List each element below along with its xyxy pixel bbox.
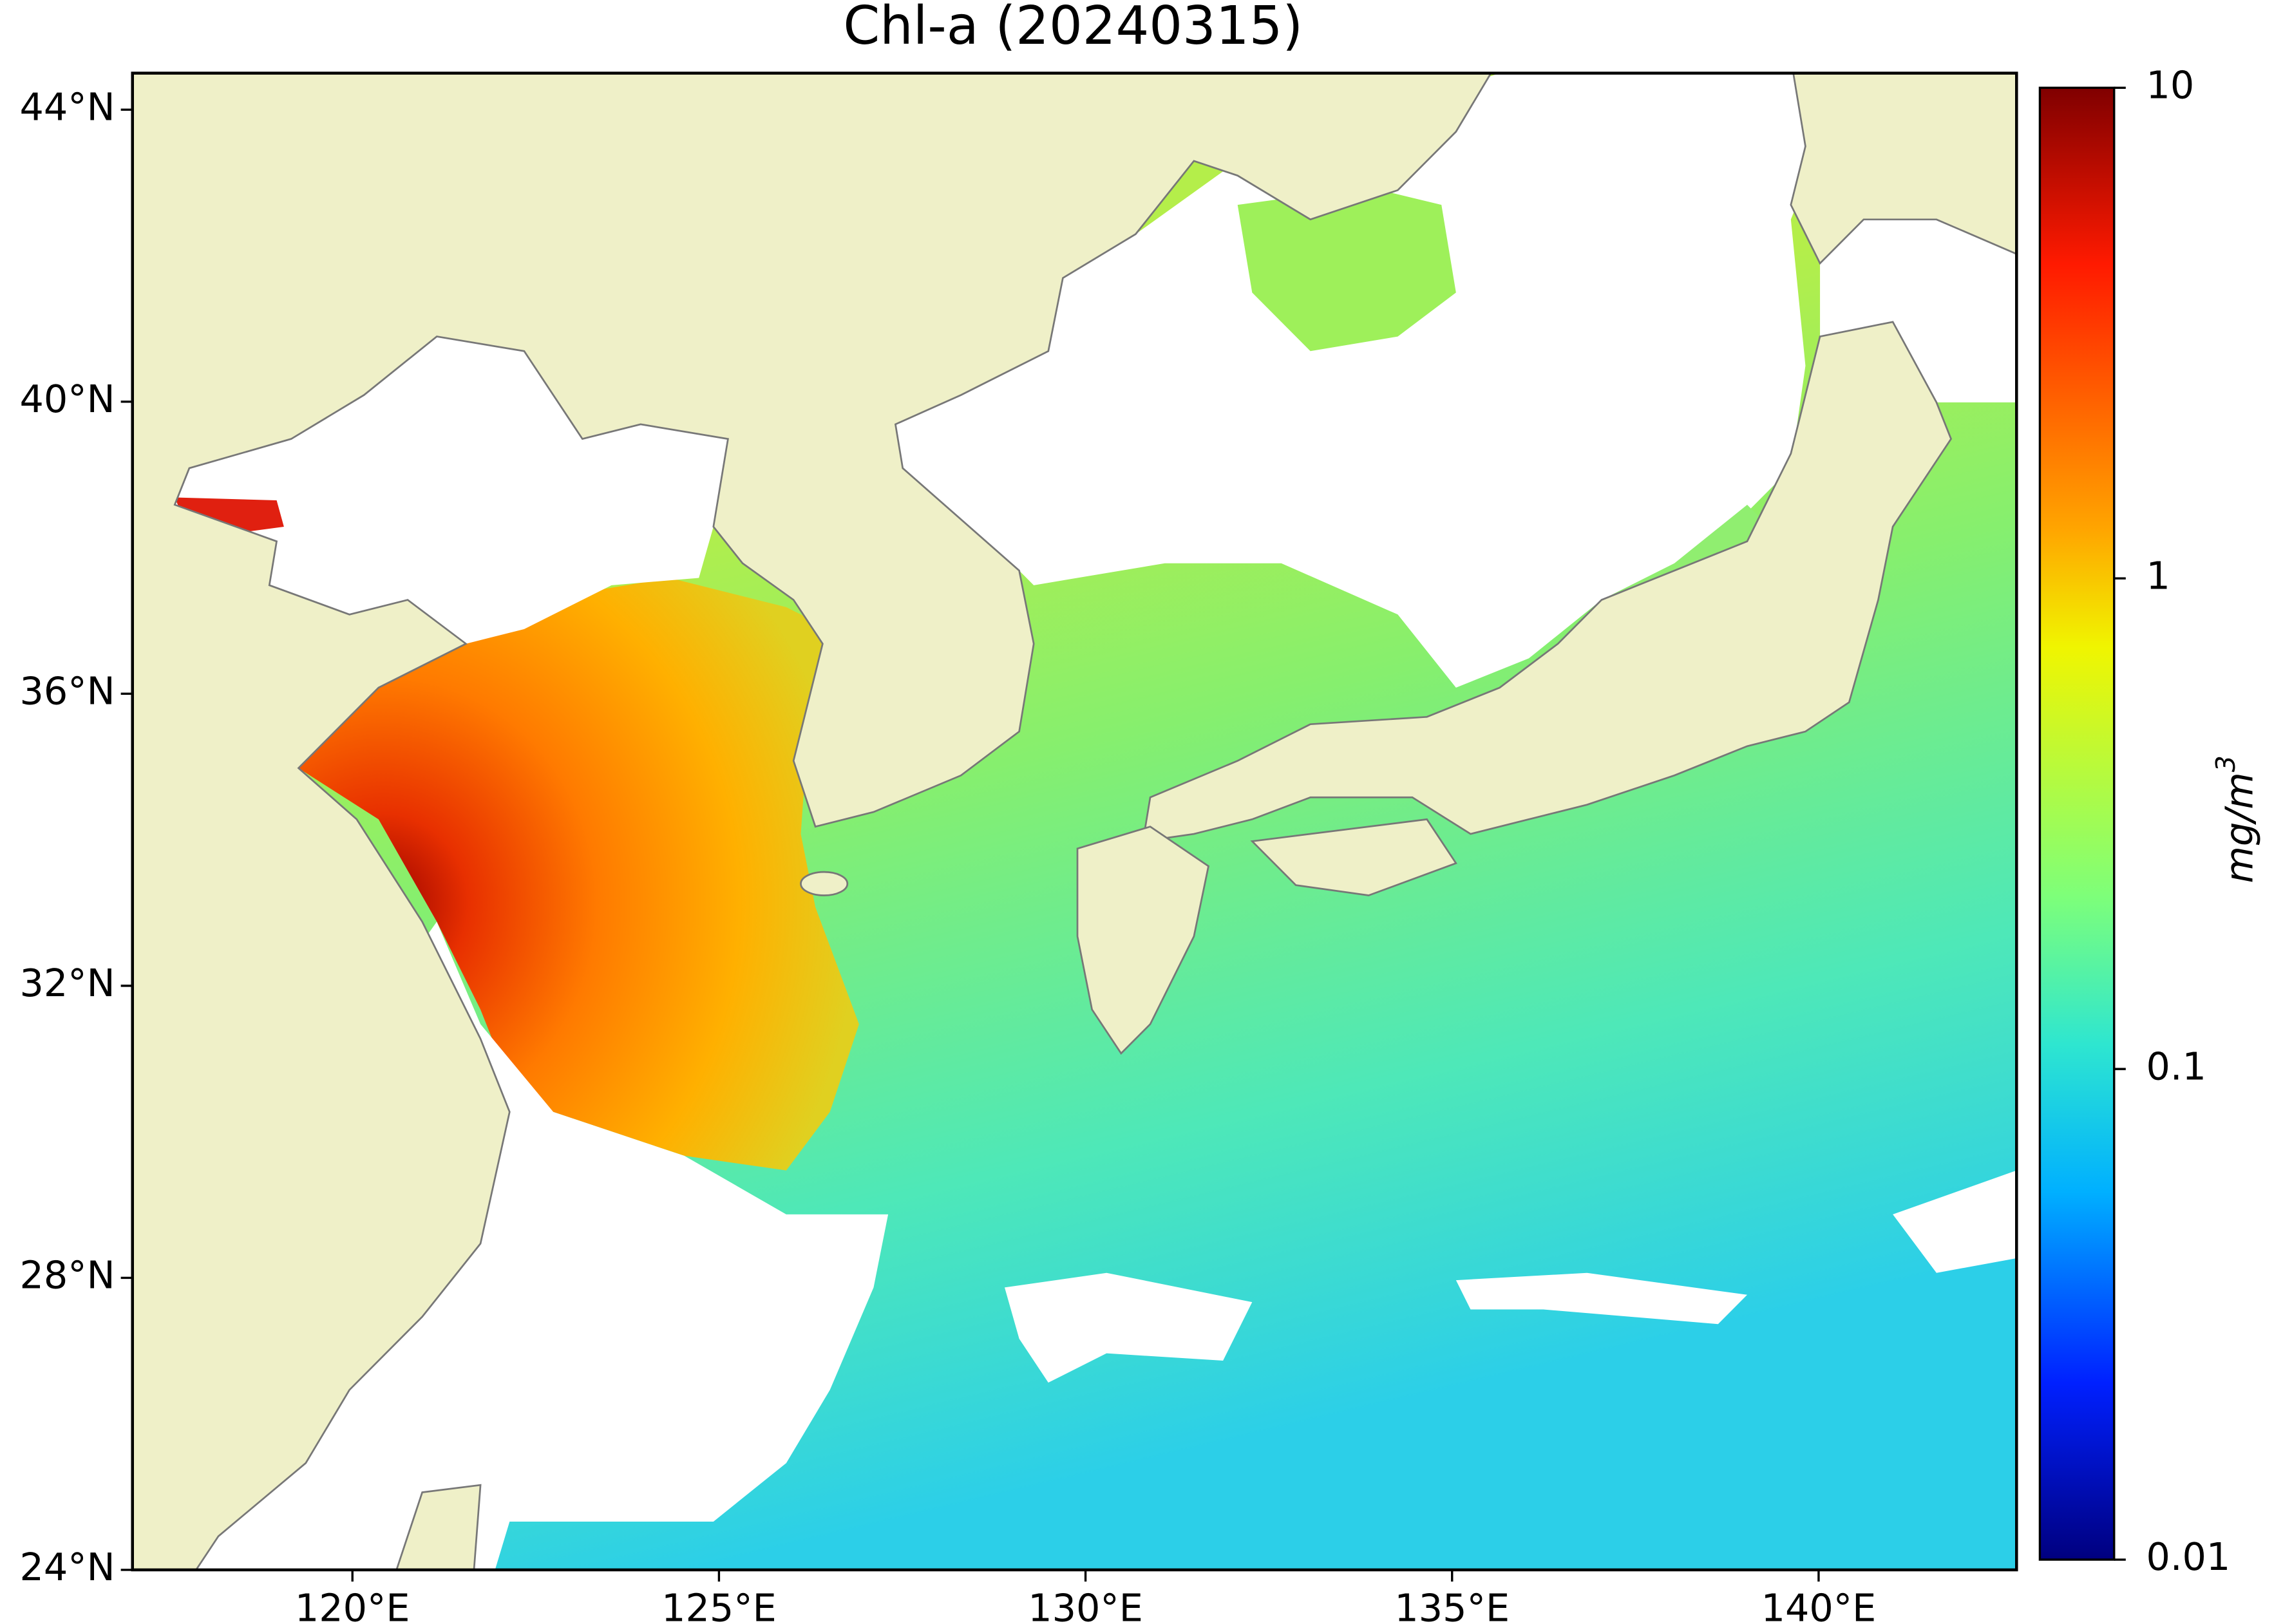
colorbar-tick-label: 1 [2146,553,2170,598]
ocean-patch [1237,187,1456,352]
land [395,1484,482,1570]
land [1790,73,2017,265]
colorbar-tick-label: 0.01 [2146,1534,2230,1579]
colorbar-label: mg/m3 [2210,755,2262,883]
ticks: 120°E 125°E 130°E 135°E 140°E 44°N 40°N 36°N 32°… [19,62,2230,1624]
no-data [895,73,1821,688]
colorbar-tick-label: 10 [2146,62,2194,107]
no-data [1004,1272,1253,1383]
y-tick-label: 32°N [19,961,115,1005]
river-plume [298,578,859,1171]
x-tick-label: 125°E [661,1586,777,1624]
y-tick-label: 44°N [19,84,115,129]
map-title: Chl-a (20240315) [843,0,1303,57]
x-tick-label: 120°E [295,1586,410,1624]
land [132,73,1492,1570]
x-tick-label: 135°E [1394,1586,1510,1624]
no-data [1893,1170,2017,1273]
land [1250,818,1457,896]
no-data [1455,1272,1748,1325]
land [1076,826,1210,1055]
colorbar [2038,86,2116,1561]
no-data [175,334,728,644]
x-tick-label: 130°E [1028,1586,1143,1624]
x-tick-label: 140°E [1761,1586,1877,1624]
y-tick-label: 24°N [19,1545,115,1589]
colorbar-tick-label: 0.1 [2146,1044,2206,1088]
land [1142,321,1953,843]
map-frame [131,71,2018,1572]
y-tick-label: 40°N [19,377,115,421]
colorbar-unit: mg/m [2217,772,2262,883]
colorbar-exponent: 3 [2210,755,2241,772]
y-tick-label: 36°N [19,668,115,713]
map-area [132,73,2017,1570]
y-tick-label: 28°N [19,1252,115,1297]
island [800,871,849,896]
